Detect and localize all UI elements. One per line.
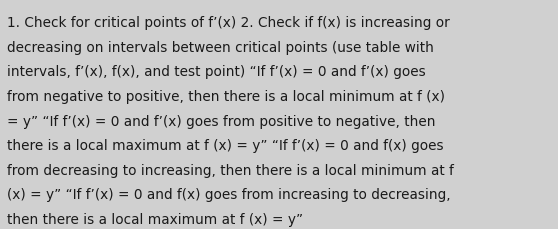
Text: 1. Check for critical points of f’(x) 2. Check if f(x) is increasing or: 1. Check for critical points of f’(x) 2.… [7, 16, 450, 30]
Text: intervals, f’(x), f(x), and test point) “If f’(x) = 0 and f’(x) goes: intervals, f’(x), f(x), and test point) … [7, 65, 426, 79]
Text: decreasing on intervals between critical points (use table with: decreasing on intervals between critical… [7, 41, 434, 55]
Text: from negative to positive, then there is a local minimum at f (x): from negative to positive, then there is… [7, 90, 445, 104]
Text: from decreasing to increasing, then there is a local minimum at f: from decreasing to increasing, then ther… [7, 163, 454, 177]
Text: (x) = y” “If f’(x) = 0 and f(x) goes from increasing to decreasing,: (x) = y” “If f’(x) = 0 and f(x) goes fro… [7, 188, 451, 202]
Text: = y” “If f’(x) = 0 and f’(x) goes from positive to negative, then: = y” “If f’(x) = 0 and f’(x) goes from p… [7, 114, 436, 128]
Text: there is a local maximum at f (x) = y” “If f’(x) = 0 and f(x) goes: there is a local maximum at f (x) = y” “… [7, 139, 444, 153]
Text: then there is a local maximum at f (x) = y”: then there is a local maximum at f (x) =… [7, 212, 304, 226]
